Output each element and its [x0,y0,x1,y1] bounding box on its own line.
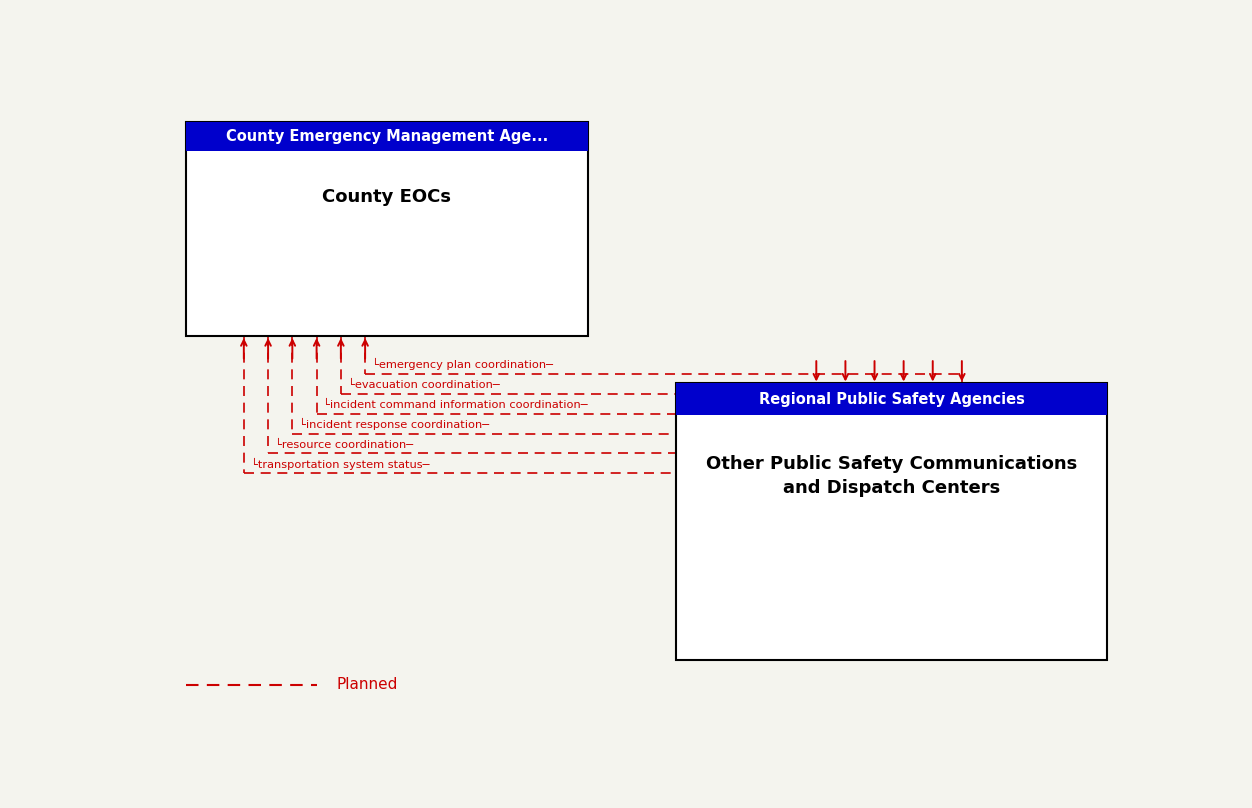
Text: County Emergency Management Age...: County Emergency Management Age... [225,128,548,144]
Text: └incident response coordination─: └incident response coordination─ [299,418,490,430]
Text: Other Public Safety Communications
and Dispatch Centers: Other Public Safety Communications and D… [706,456,1077,497]
Text: └evacuation coordination─: └evacuation coordination─ [348,380,500,390]
FancyBboxPatch shape [676,383,1107,660]
Text: Regional Public Safety Agencies: Regional Public Safety Agencies [759,392,1024,406]
FancyBboxPatch shape [185,122,588,336]
Text: └incident command information coordination─: └incident command information coordinati… [323,400,588,410]
Text: └emergency plan coordination─: └emergency plan coordination─ [372,358,553,370]
FancyBboxPatch shape [676,383,1107,415]
Text: Planned: Planned [336,677,397,692]
Text: └resource coordination─: └resource coordination─ [275,440,413,450]
FancyBboxPatch shape [185,122,588,151]
Text: └transportation system status─: └transportation system status─ [250,457,429,469]
Text: County EOCs: County EOCs [323,188,452,206]
